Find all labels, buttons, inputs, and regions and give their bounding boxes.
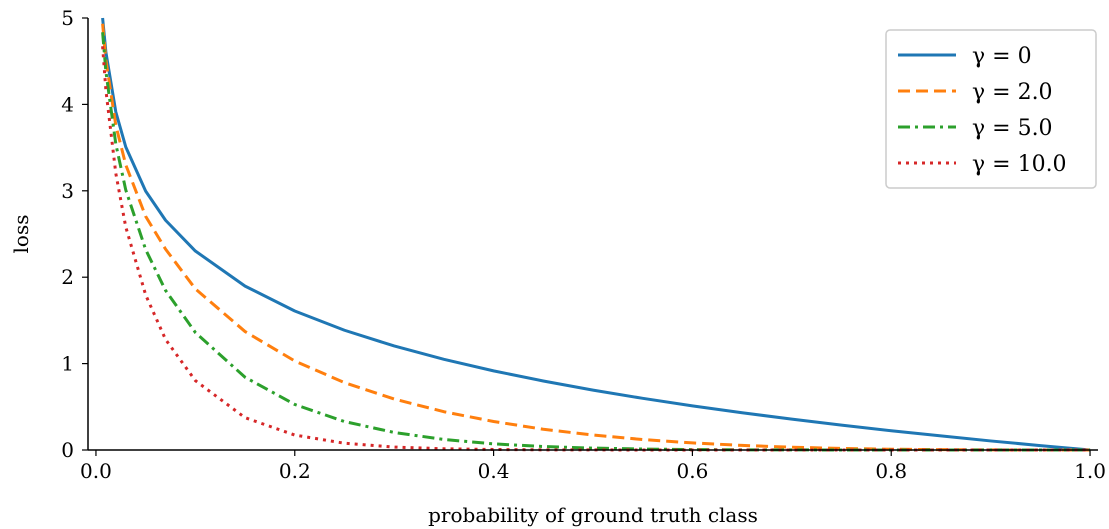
y-tick-label: 2 — [61, 265, 74, 289]
x-tick-label: 1.0 — [1074, 459, 1106, 483]
legend-label-2: γ = 5.0 — [972, 116, 1053, 141]
y-axis-label: loss — [9, 215, 33, 254]
y-tick-label: 5 — [61, 6, 74, 30]
legend: γ = 0 γ = 2.0 γ = 5.0 γ = 10.0 — [885, 29, 1097, 189]
y-tick-label: 3 — [61, 179, 74, 203]
x-tick-label: 0.6 — [677, 459, 709, 483]
legend-label-1: γ = 2.0 — [972, 80, 1053, 105]
x-tick-label: 0.2 — [279, 459, 311, 483]
axes: 0.0 0.2 0.4 0.6 0.8 1.0 0 1 2 3 4 5 — [61, 6, 1106, 483]
x-ticks: 0.0 0.2 0.4 0.6 0.8 1.0 — [80, 450, 1106, 483]
legend-box — [885, 29, 1097, 189]
x-axis-label: probability of ground truth class — [428, 503, 758, 527]
legend-label-3: γ = 10.0 — [972, 152, 1067, 177]
y-tick-label: 4 — [61, 92, 74, 116]
legend-label-0: γ = 0 — [972, 44, 1032, 69]
x-tick-label: 0.0 — [80, 459, 112, 483]
y-ticks: 0 1 2 3 4 5 — [61, 6, 88, 462]
y-tick-label: 1 — [61, 352, 74, 376]
series-line-0 — [101, 17, 1091, 452]
x-tick-label: 0.4 — [478, 459, 510, 483]
y-tick-label: 0 — [61, 438, 74, 462]
x-tick-label: 0.8 — [875, 459, 907, 483]
